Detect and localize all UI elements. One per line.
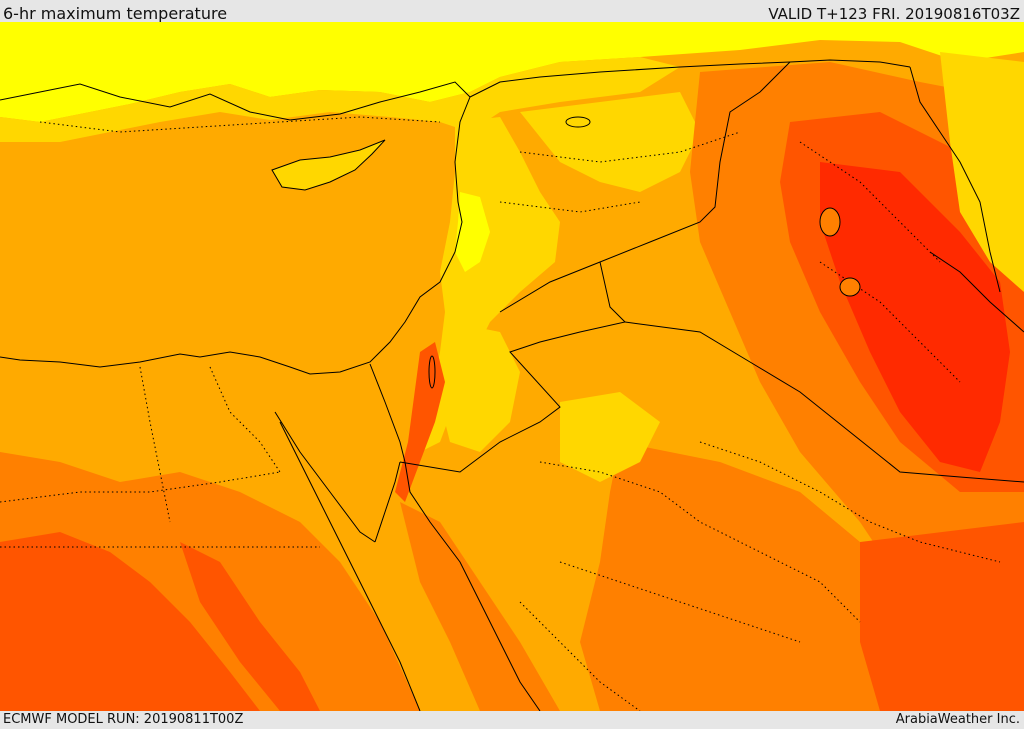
gulf-of-suez xyxy=(274,411,376,543)
red-sea-coast-orange xyxy=(400,502,560,711)
cyprus-island xyxy=(271,139,386,191)
dead-sea xyxy=(428,355,436,389)
border-turkey-syria-iraq xyxy=(469,59,911,98)
border-jordan-iraq-saudi xyxy=(399,261,626,473)
lake-tharthar xyxy=(819,207,841,237)
jordan-gold-patch xyxy=(440,322,520,452)
map-title: 6-hr maximum temperature xyxy=(3,4,228,23)
zagros-gold-zone xyxy=(940,52,1024,292)
iraq-red-zone xyxy=(820,162,1010,472)
mediterranean-coastline xyxy=(0,81,471,375)
gulf-of-aqaba xyxy=(374,461,401,543)
border-iraq-saudi xyxy=(624,321,1024,483)
header-bar: 6-hr maximum temperature VALID T+123 FRI… xyxy=(0,0,1024,23)
temperature-map xyxy=(0,22,1024,711)
lebanon-yellow-zone xyxy=(455,192,490,272)
red-sea-coastline-west xyxy=(279,421,421,711)
border-egypt-israel xyxy=(369,363,406,463)
turkey-gold-zone xyxy=(0,57,680,142)
lake-assad xyxy=(565,116,591,128)
turkey-yellow-zone xyxy=(0,22,1024,122)
nile-red-orange-strip xyxy=(180,542,320,711)
model-run-label: ECMWF MODEL RUN: 20190811T00Z xyxy=(3,712,244,727)
arabia-gold-patch xyxy=(560,392,660,482)
red-sea-coastline-east xyxy=(404,461,541,711)
valid-time-label: VALID T+123 FRI. 20190816T03Z xyxy=(768,5,1020,23)
arabia-red-orange-zone xyxy=(860,522,1024,711)
border-iran-iraq xyxy=(909,66,1001,293)
persian-gulf-coastline xyxy=(929,251,1024,333)
egypt-red-orange-zone xyxy=(0,532,260,711)
lake-razzaza xyxy=(839,277,861,297)
syria-gold-zone xyxy=(520,92,700,192)
border-syria-iraq xyxy=(499,61,791,313)
credit-label: ArabiaWeather Inc. xyxy=(895,712,1020,727)
footer-bar xyxy=(0,711,1024,729)
